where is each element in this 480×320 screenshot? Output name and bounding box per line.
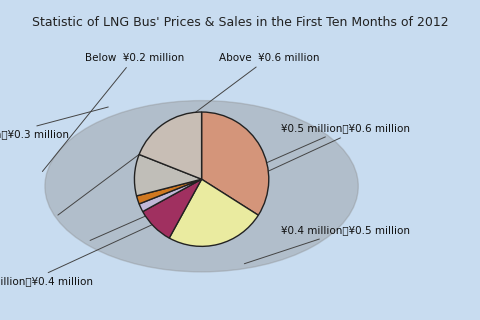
- Wedge shape: [169, 179, 258, 246]
- Text: Statistic of LNG Bus' Prices & Sales in the First Ten Months of 2012: Statistic of LNG Bus' Prices & Sales in …: [32, 16, 448, 29]
- Ellipse shape: [45, 100, 358, 272]
- Text: ¥0.5 million～¥0.6 million: ¥0.5 million～¥0.6 million: [90, 123, 410, 240]
- Text: Above  ¥0.6 million: Above ¥0.6 million: [58, 52, 319, 215]
- Wedge shape: [202, 112, 269, 215]
- Text: ¥0.4 million～¥0.5 million: ¥0.4 million～¥0.5 million: [244, 225, 410, 264]
- Text: ¥0.2 million～¥0.3 million: ¥0.2 million～¥0.3 million: [0, 107, 108, 140]
- Wedge shape: [134, 155, 202, 196]
- Wedge shape: [136, 179, 202, 204]
- Text: ¥0.3 million～¥0.4 million: ¥0.3 million～¥0.4 million: [0, 138, 340, 287]
- Wedge shape: [143, 179, 202, 238]
- Wedge shape: [139, 179, 202, 212]
- Wedge shape: [139, 112, 202, 179]
- Text: Below  ¥0.2 million: Below ¥0.2 million: [42, 52, 184, 172]
